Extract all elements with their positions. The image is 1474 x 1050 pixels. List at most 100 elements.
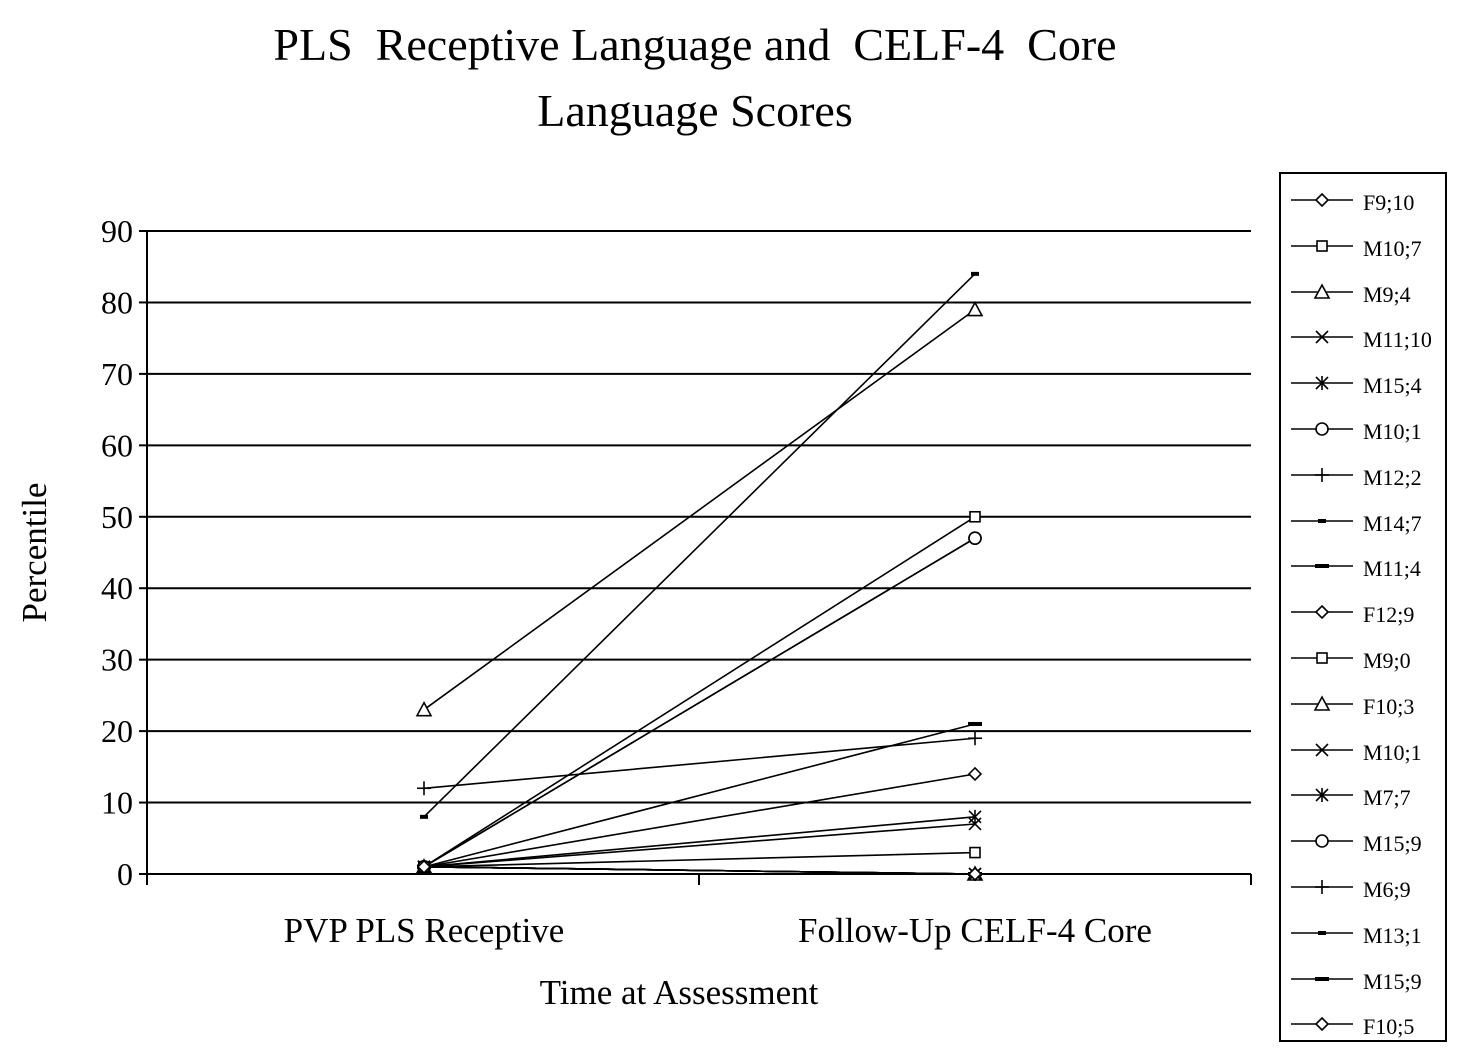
legend-item: F10;3	[1281, 684, 1447, 724]
legend-item: M15;9	[1281, 821, 1447, 861]
marker-circle	[1315, 834, 1329, 848]
legend-label: M15;4	[1363, 373, 1422, 399]
y-tick-label: 0	[117, 856, 133, 892]
series-line	[423, 308, 976, 711]
legend-item: M10;1	[1281, 730, 1447, 770]
legend-swatch	[1291, 239, 1353, 252]
series-8	[417, 721, 982, 869]
series-line	[423, 516, 976, 868]
legend-swatch	[1291, 330, 1353, 344]
marker-x	[1315, 743, 1329, 757]
series-line	[423, 816, 976, 868]
legend-label: M11;10	[1363, 327, 1432, 353]
marker-plus	[1315, 467, 1329, 482]
marker-dash	[420, 814, 428, 819]
marker-diamond	[416, 859, 432, 874]
legend-label: M13;1	[1363, 922, 1422, 948]
marker-bar	[1315, 564, 1329, 569]
series-line	[423, 723, 976, 868]
legend-label: M9;4	[1363, 281, 1411, 307]
legend-label: M11;4	[1363, 556, 1421, 582]
x-axis-title: Time at Assessment	[540, 973, 819, 1012]
series-line	[423, 737, 976, 790]
legend-item: M15;9	[1281, 959, 1447, 999]
legend-item: F9;10	[1281, 180, 1447, 220]
chart-title-line-2: Language Scores	[537, 85, 853, 136]
marker-dash	[971, 271, 979, 276]
series-line	[423, 866, 976, 875]
legend-label: M6;9	[1363, 877, 1411, 902]
marker-diamond	[967, 866, 983, 882]
legend-item: M7;7	[1281, 775, 1447, 815]
marker-plus	[968, 731, 982, 746]
legend-item: M12;2	[1281, 455, 1447, 495]
legend-label: F10;3	[1363, 693, 1415, 719]
legend-swatch	[1291, 930, 1353, 935]
series-18	[416, 859, 983, 882]
legend-item: M6;9	[1281, 867, 1447, 907]
marker-square	[1316, 652, 1328, 664]
marker-dash	[1318, 518, 1326, 523]
legend-swatch	[1291, 788, 1353, 803]
legend-label: M15;9	[1363, 831, 1422, 857]
legend-item: F10;5	[1281, 1004, 1447, 1044]
marker-plus	[417, 781, 431, 796]
y-tick-label: 40	[101, 570, 133, 606]
legend-swatch	[1291, 695, 1353, 711]
y-tick-label: 70	[101, 356, 133, 392]
legend-item: M15;4	[1281, 363, 1447, 403]
y-tick-label: 30	[101, 642, 133, 678]
legend-label: M14;7	[1363, 510, 1422, 536]
y-tick-label: 20	[101, 713, 133, 749]
marker-diamond	[1314, 605, 1330, 620]
legend-swatch	[1291, 976, 1353, 981]
marker-diamond	[967, 766, 983, 782]
series-line	[423, 537, 976, 868]
legend: F9;10 M10;7 M9;4 M11;10 M15;4 M10;1 M12;2 M14;7…	[1279, 172, 1447, 1042]
legend-label: M10;7	[1363, 235, 1422, 261]
marker-star	[1315, 788, 1329, 803]
series-6	[417, 731, 982, 796]
legend-swatch	[1291, 652, 1353, 664]
series-14	[417, 531, 982, 874]
legend-item: M11;4	[1281, 546, 1447, 586]
legend-item: M10;1	[1281, 409, 1447, 449]
marker-triangle	[1313, 695, 1331, 711]
legend-label: M10;1	[1363, 739, 1422, 765]
marker-circle	[1315, 422, 1329, 436]
marker-x	[1315, 330, 1329, 344]
legend-swatch	[1291, 605, 1353, 620]
legend-swatch	[1291, 192, 1353, 208]
series-7	[420, 271, 979, 819]
marker-triangle	[1313, 282, 1331, 299]
marker-star	[1315, 376, 1329, 391]
legend-swatch	[1291, 467, 1353, 482]
legend-label: F12;9	[1363, 602, 1415, 628]
legend-swatch	[1291, 834, 1353, 848]
series-lines	[415, 271, 984, 882]
y-tick-label: 10	[101, 785, 133, 821]
marker-star	[968, 809, 982, 824]
marker-bar	[1315, 976, 1329, 981]
x-category-label: PVP PLS Receptive	[284, 911, 565, 950]
series-line	[423, 273, 976, 818]
legend-label: M12;2	[1363, 464, 1422, 490]
legend-swatch	[1291, 880, 1353, 894]
marker-triangle	[966, 300, 984, 317]
legend-swatch	[1291, 743, 1353, 757]
legend-swatch	[1291, 518, 1353, 523]
legend-item: F12;9	[1281, 592, 1447, 632]
gridlines	[147, 230, 1251, 804]
legend-item: M10;7	[1281, 226, 1447, 266]
legend-label: M10;1	[1363, 419, 1422, 444]
marker-dash	[1318, 930, 1326, 935]
marker-square	[969, 510, 981, 523]
legend-swatch	[1291, 1017, 1353, 1032]
marker-bar	[968, 721, 982, 726]
y-axis-title: Percentile	[15, 483, 54, 623]
x-category-label: Follow-Up CELF-4 Core	[798, 911, 1152, 950]
axis-labels: 0 10 20 30 40 50 60 70 80 90 PVP PLS Receptive Foll…	[15, 213, 1152, 1012]
legend-swatch	[1291, 282, 1353, 299]
series-line	[423, 851, 976, 868]
